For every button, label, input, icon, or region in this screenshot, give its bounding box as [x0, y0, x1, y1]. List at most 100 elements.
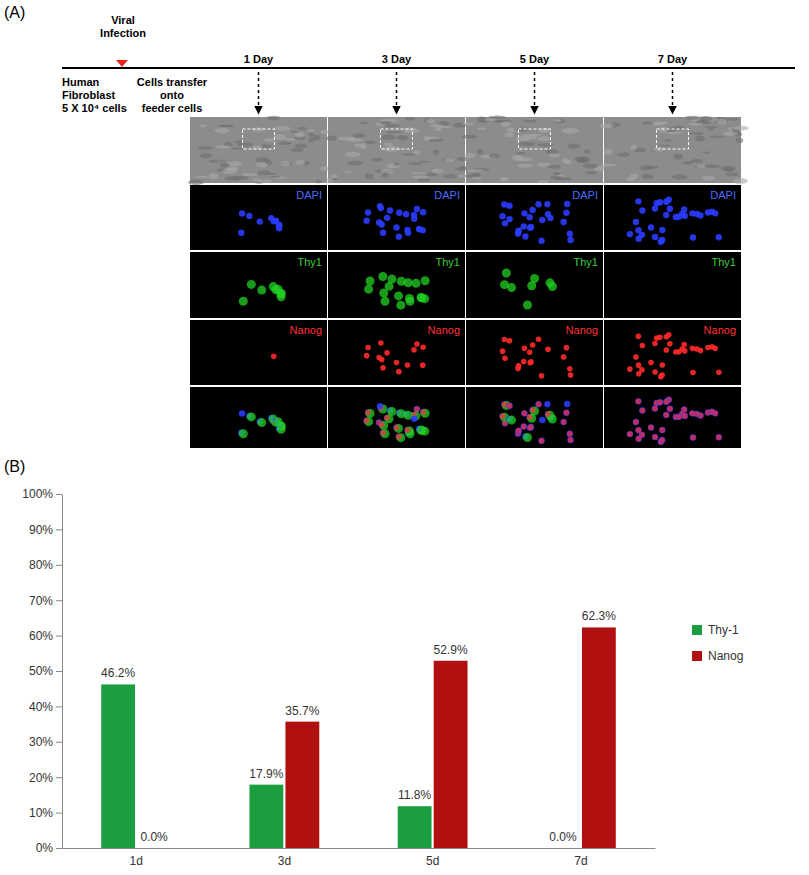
thy1-signal [545, 278, 554, 287]
fluorescence-image: DAPI [328, 185, 465, 250]
nucleus [682, 213, 688, 219]
nanog-signal [694, 346, 700, 352]
texture [347, 138, 364, 141]
nanog-signal [681, 342, 687, 348]
texture [386, 164, 400, 169]
bar [398, 806, 432, 848]
thy1-signal [530, 274, 539, 283]
nanog-signal [633, 419, 639, 425]
nanog-signal [414, 341, 420, 347]
region-box [243, 129, 275, 149]
thy1-signal [239, 429, 248, 438]
nucleus [396, 210, 402, 216]
y-axis-line [62, 495, 63, 849]
x-tick: 1d [129, 854, 142, 868]
channel-label: DAPI [296, 189, 322, 201]
nanog-signal [414, 406, 420, 412]
nanog-signal [405, 427, 411, 433]
nanog-signal [384, 415, 390, 421]
texture [728, 118, 740, 121]
y-tick-mark [56, 565, 62, 566]
nucleus [690, 234, 696, 240]
texture [344, 171, 352, 173]
nanog-signal [709, 409, 715, 415]
channel-label: Thy1 [298, 256, 322, 268]
texture [331, 174, 338, 178]
texture [630, 144, 636, 149]
nucleus [663, 212, 669, 218]
thy1-signal [387, 407, 396, 416]
nanog-signal [379, 357, 385, 363]
nanog-signal [411, 347, 417, 353]
y-tick-label: 80% [29, 558, 53, 572]
nanog-signal [627, 431, 633, 437]
texture [583, 163, 598, 168]
texture [641, 174, 653, 179]
nucleus [663, 412, 669, 418]
nanog-signal [676, 414, 682, 420]
y-tick: 60% [29, 629, 62, 643]
fluorescence-image: DAPI [190, 185, 327, 250]
texture [412, 176, 429, 179]
nanog-signal [627, 366, 633, 372]
brightfield-image [188, 116, 331, 185]
data-label: 0.0% [549, 830, 577, 844]
texture [345, 152, 361, 157]
nanog-signal [682, 413, 688, 419]
nanog-signal [539, 438, 545, 444]
nanog-signal [521, 424, 527, 430]
start-text: Human [62, 76, 100, 88]
nanog-signal [664, 399, 670, 405]
nanog-signal [536, 401, 542, 407]
texture [277, 142, 291, 145]
infection-arrow [116, 60, 128, 67]
thy1-signal [364, 285, 373, 294]
texture [733, 178, 748, 184]
data-label: 46.2% [101, 666, 135, 680]
texture [523, 117, 537, 123]
y-tick-mark [56, 636, 62, 637]
texture [704, 164, 720, 168]
nucleus [528, 224, 534, 230]
nanog-signal [663, 412, 669, 418]
y-tick-mark [56, 529, 62, 530]
texture [384, 143, 393, 146]
nucleus [529, 207, 535, 213]
nucleus [635, 236, 641, 242]
start-text: 5 X 10⁴ cells [62, 102, 127, 114]
texture [574, 156, 590, 162]
panel-label: (B) [4, 458, 25, 475]
texture [461, 135, 478, 139]
nucleus [499, 213, 505, 219]
y-tick: 100% [22, 487, 62, 501]
nucleus [567, 430, 573, 436]
texture [443, 174, 458, 178]
nucleus [560, 219, 566, 225]
texture [263, 138, 274, 142]
texture [423, 136, 430, 141]
nanog-signal [271, 354, 277, 360]
nanog-signal [664, 334, 670, 340]
texture [294, 144, 308, 148]
texture [666, 132, 683, 134]
texture [736, 138, 743, 143]
nanog-signal [521, 359, 527, 365]
nanog-signal [568, 372, 574, 378]
texture [518, 142, 535, 147]
texture [266, 173, 276, 175]
nanog-signal [652, 341, 658, 347]
nanog-signal [522, 346, 528, 352]
nanog-signal [379, 422, 385, 428]
day-label: 7 Day [658, 53, 688, 65]
texture [386, 131, 401, 133]
nucleus [681, 206, 687, 212]
infection-text: Infection [100, 27, 146, 39]
texture [255, 157, 269, 162]
texture [689, 123, 703, 126]
nanog-signal [530, 342, 536, 348]
channel-label: Thy1 [712, 256, 736, 268]
nucleus [567, 237, 573, 243]
y-tick-mark [56, 848, 62, 849]
texture [500, 177, 508, 181]
fluorescence-image: DAPI [604, 185, 741, 250]
